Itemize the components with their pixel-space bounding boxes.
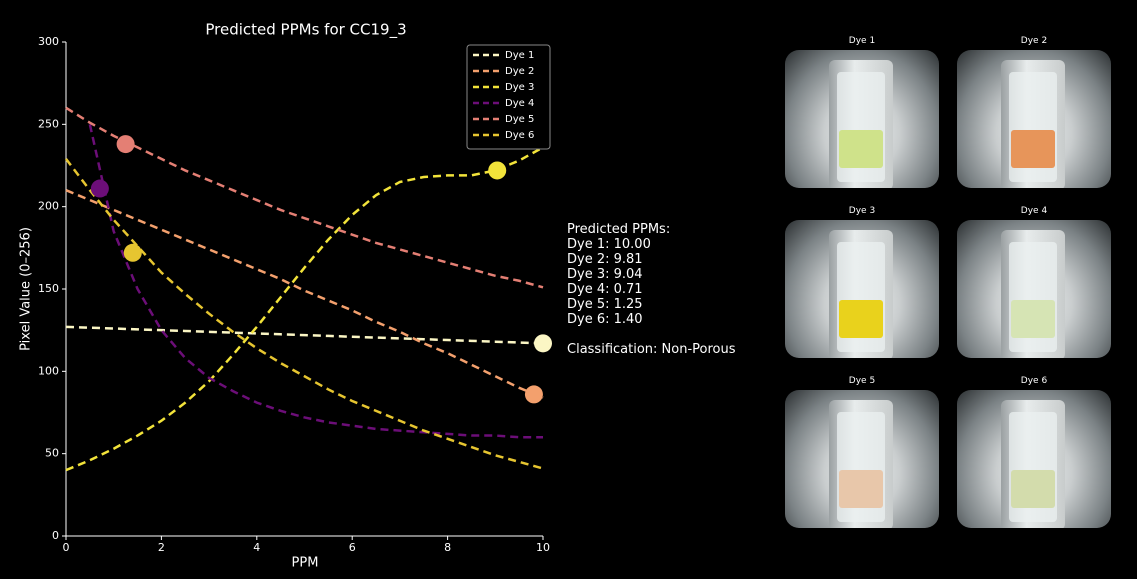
x-tick-label: 8 xyxy=(444,541,451,554)
x-axis-label: PPM xyxy=(292,556,319,571)
y-tick-label: 300 xyxy=(38,35,59,48)
legend-label: Dye 1 xyxy=(505,50,534,61)
image-title: Dye 6 xyxy=(957,376,1111,386)
prediction-line: Dye 4: 0.71 xyxy=(567,282,736,297)
y-tick-label: 50 xyxy=(45,447,59,460)
vial-photo xyxy=(785,220,939,358)
series-line xyxy=(90,124,543,437)
image-tile: Dye 1 xyxy=(785,50,939,188)
y-tick-label: 200 xyxy=(38,200,59,213)
prediction-marker xyxy=(91,180,109,198)
y-tick-label: 100 xyxy=(38,364,59,377)
y-tick-label: 0 xyxy=(52,529,59,542)
y-axis-label: Pixel Value (0–256) xyxy=(19,227,34,351)
image-tile: Dye 4 xyxy=(957,220,1111,358)
vial-photo xyxy=(957,390,1111,528)
prediction-marker xyxy=(525,385,543,403)
y-tick-label: 250 xyxy=(38,117,59,130)
prediction-line: Dye 2: 9.81 xyxy=(567,252,736,267)
prediction-line: Dye 3: 9.04 xyxy=(567,267,736,282)
legend-label: Dye 2 xyxy=(505,66,534,77)
series-line xyxy=(66,159,543,469)
image-title: Dye 2 xyxy=(957,36,1111,46)
predictions-heading: Predicted PPMs: xyxy=(567,222,736,237)
series-line xyxy=(66,327,543,343)
image-tile: Dye 3 xyxy=(785,220,939,358)
x-tick-label: 6 xyxy=(349,541,356,554)
legend-label: Dye 6 xyxy=(505,130,534,141)
legend-label: Dye 4 xyxy=(505,98,534,109)
prediction-line: Dye 5: 1.25 xyxy=(567,297,736,312)
x-tick-label: 4 xyxy=(253,541,260,554)
image-tile: Dye 2 xyxy=(957,50,1111,188)
prediction-line: Dye 6: 1.40 xyxy=(567,312,736,327)
prediction-marker xyxy=(124,244,142,262)
image-tile: Dye 6 xyxy=(957,390,1111,528)
prediction-marker xyxy=(488,161,506,179)
prediction-marker xyxy=(534,334,552,352)
vial-photo xyxy=(785,50,939,188)
y-tick-label: 150 xyxy=(38,282,59,295)
x-tick-label: 2 xyxy=(158,541,165,554)
series-line xyxy=(66,147,543,470)
vial-photo xyxy=(957,220,1111,358)
image-tile: Dye 5 xyxy=(785,390,939,528)
prediction-line: Dye 1: 10.00 xyxy=(567,237,736,252)
legend-label: Dye 5 xyxy=(505,114,534,125)
classification: Classification: Non-Porous xyxy=(567,342,736,357)
image-title: Dye 3 xyxy=(785,206,939,216)
image-title: Dye 1 xyxy=(785,36,939,46)
prediction-marker xyxy=(117,135,135,153)
legend-label: Dye 3 xyxy=(505,82,534,93)
x-tick-label: 0 xyxy=(63,541,70,554)
vial-photo xyxy=(957,50,1111,188)
x-tick-label: 10 xyxy=(536,541,550,554)
page: Predicted PPMs for CC19_3 PPM Pixel Valu… xyxy=(0,0,1137,579)
chart-title: Predicted PPMs for CC19_3 xyxy=(205,21,406,40)
vial-photo xyxy=(785,390,939,528)
series-line xyxy=(66,190,543,397)
image-title: Dye 4 xyxy=(957,206,1111,216)
image-title: Dye 5 xyxy=(785,376,939,386)
chart: Predicted PPMs for CC19_3 PPM Pixel Valu… xyxy=(0,0,560,579)
